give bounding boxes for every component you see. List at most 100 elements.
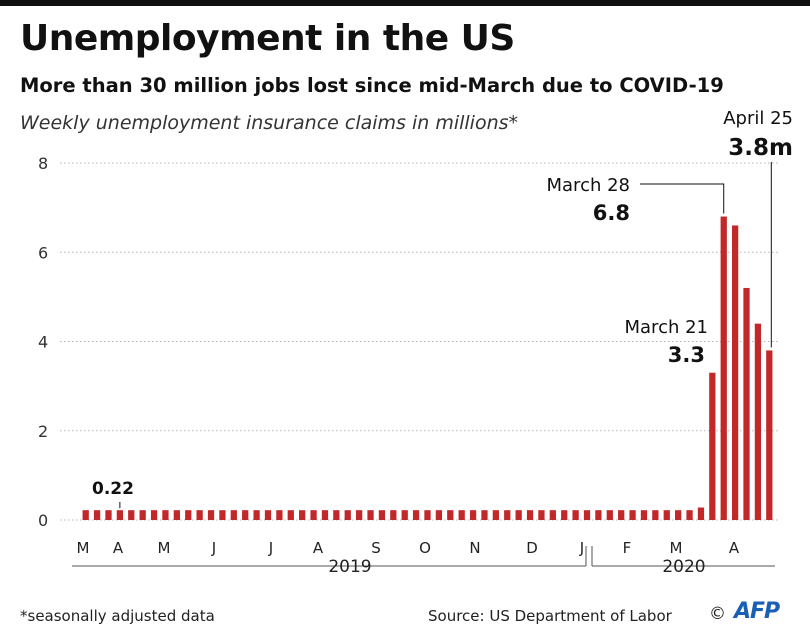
bar xyxy=(618,510,625,520)
x-tick-label: S xyxy=(371,539,381,557)
bar xyxy=(93,510,101,520)
x-tick-label: N xyxy=(469,539,480,557)
bar xyxy=(583,510,591,520)
x-tick-label: M xyxy=(670,539,683,557)
y-axis-ticks: 0 2 4 6 8 xyxy=(38,154,48,530)
bar xyxy=(333,510,340,520)
bar xyxy=(652,510,659,520)
bar xyxy=(401,510,408,520)
bar xyxy=(606,510,613,520)
annotation-label: March 21 xyxy=(625,317,709,338)
footnote: *seasonally adjusted data xyxy=(20,607,215,625)
bar xyxy=(230,510,237,520)
bar xyxy=(686,510,693,520)
bar xyxy=(139,510,146,520)
bar xyxy=(504,510,511,520)
bar xyxy=(82,510,89,520)
x-tick-label: F xyxy=(623,539,632,557)
bars xyxy=(82,216,773,521)
bar xyxy=(549,510,556,520)
bar xyxy=(515,510,522,520)
bar xyxy=(276,510,283,520)
bar xyxy=(595,510,602,520)
annotation-value: 3.8m xyxy=(728,135,793,161)
bar xyxy=(367,510,374,520)
bar xyxy=(105,510,112,520)
bar xyxy=(538,510,545,520)
bar xyxy=(196,510,203,520)
bar xyxy=(447,510,454,520)
annotation-value: 6.8 xyxy=(593,201,630,225)
bar xyxy=(675,510,682,520)
annotation-label: April 25 xyxy=(723,108,793,129)
bar xyxy=(150,510,158,520)
annotation-value: 3.3 xyxy=(668,343,705,367)
bar xyxy=(469,510,477,520)
bar xyxy=(743,287,750,520)
annotation-label: March 28 xyxy=(547,175,631,196)
bar xyxy=(242,510,249,520)
y-tick-label: 6 xyxy=(38,243,48,262)
bar xyxy=(390,510,397,520)
bar xyxy=(526,510,534,520)
bar xyxy=(173,510,180,520)
bar xyxy=(572,510,579,520)
bar xyxy=(128,510,135,520)
bar xyxy=(321,510,329,520)
x-tick-label: O xyxy=(419,539,431,557)
bar xyxy=(356,510,363,520)
gridlines xyxy=(60,162,780,521)
bar xyxy=(162,510,169,520)
bar xyxy=(481,510,488,520)
afp-logo: AFP xyxy=(734,599,780,624)
annotation-value: 0.22 xyxy=(92,479,134,499)
chart-subtitle: More than 30 million jobs lost since mid… xyxy=(20,74,724,97)
bar xyxy=(299,510,306,520)
x-tick-label: J xyxy=(211,539,216,557)
bar xyxy=(629,510,636,520)
bar xyxy=(185,510,192,520)
bar xyxy=(731,225,739,520)
y-tick-label: 8 xyxy=(38,154,48,173)
bar xyxy=(720,216,727,521)
bar xyxy=(207,510,215,520)
bar xyxy=(697,507,705,520)
y-tick-label: 0 xyxy=(38,511,48,530)
source-note: Source: US Department of Labor xyxy=(428,607,672,625)
chart-title: Unemployment in the US xyxy=(20,18,515,59)
annotations: 0.22 March 21 3.3 March 28 6.8 April 25 3.8m xyxy=(92,108,793,509)
top-rule xyxy=(0,0,810,6)
bar xyxy=(116,510,124,520)
bar xyxy=(458,510,465,520)
bar xyxy=(492,510,499,520)
bar xyxy=(435,510,443,520)
bar xyxy=(219,510,226,520)
bar xyxy=(640,510,648,520)
x-tick-label: A xyxy=(729,539,740,557)
bar xyxy=(663,510,670,520)
copyright-symbol: © xyxy=(709,604,726,624)
bar xyxy=(310,510,317,520)
x-tick-label: A xyxy=(313,539,324,557)
bar xyxy=(424,510,431,520)
bar xyxy=(561,510,568,520)
bar xyxy=(253,510,260,520)
x-tick-label: D xyxy=(526,539,538,557)
y-tick-label: 2 xyxy=(38,422,48,441)
y-tick-label: 4 xyxy=(38,333,48,352)
bar xyxy=(766,350,773,520)
x-tick-label: M xyxy=(77,539,90,557)
year-label-2020: 2020 xyxy=(662,557,705,577)
bar xyxy=(709,372,716,520)
bar xyxy=(287,510,294,520)
x-tick-label: J xyxy=(579,539,584,557)
x-tick-label: M xyxy=(158,539,171,557)
bar xyxy=(344,510,351,520)
bar xyxy=(754,323,762,520)
bar xyxy=(412,510,420,520)
annotation-leader xyxy=(640,183,725,214)
bar xyxy=(264,510,272,520)
x-tick-label: J xyxy=(268,539,273,557)
